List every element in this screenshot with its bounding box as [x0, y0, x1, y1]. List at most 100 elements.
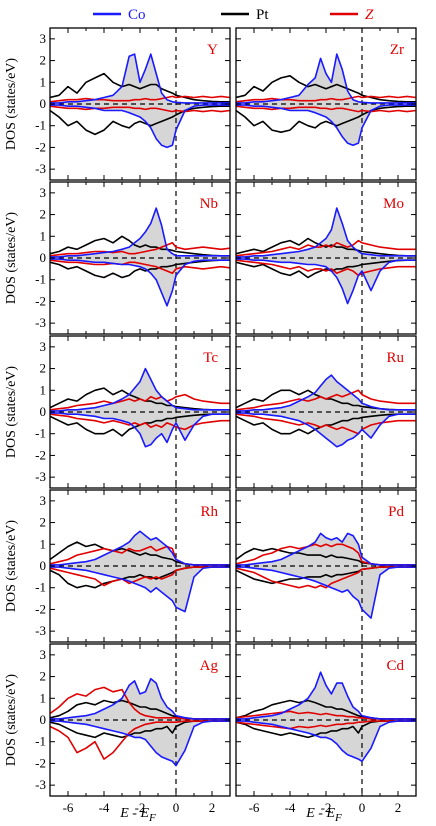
- co-down-line: [50, 566, 230, 613]
- z-down-line: [236, 105, 416, 113]
- co-shaded-area: [50, 208, 230, 306]
- legend-label-pt: Pt: [256, 7, 269, 23]
- y-axis-title: DOS (states/eV): [4, 58, 19, 150]
- x-tick-label: 0: [173, 800, 180, 815]
- co-shaded-area: [50, 368, 230, 447]
- y-tick-label: -3: [35, 623, 46, 638]
- y-tick-label: 1: [40, 228, 47, 243]
- co-shaded-area: [236, 533, 416, 619]
- plot-area: [50, 336, 230, 488]
- y-tick-label: -1: [35, 118, 46, 133]
- co-down-line: [50, 258, 230, 307]
- y-tick-label: -1: [35, 580, 46, 595]
- x-axis-title-main: E - E: [305, 806, 335, 821]
- y-tick-label: 0: [40, 96, 47, 111]
- panel-label: Pd: [388, 504, 404, 520]
- z-down-line: [236, 566, 416, 589]
- panel-pd: Pd: [235, 489, 417, 643]
- y-tick-label: 2: [40, 53, 47, 68]
- x-tick-label: 2: [209, 800, 216, 815]
- x-axis-title: E - EF: [305, 806, 342, 824]
- y-tick-label: -1: [35, 734, 46, 749]
- x-tick-label: -4: [285, 800, 296, 815]
- co-shaded-area: [50, 54, 230, 148]
- panel-label: Mo: [383, 196, 404, 212]
- z-down-line: [50, 566, 230, 587]
- y-axis-title: DOS (states/eV): [4, 674, 19, 766]
- co-down-line: [236, 720, 416, 763]
- y-tick-label: -2: [35, 447, 46, 462]
- z-down-line: [236, 720, 416, 730]
- legend-label-z: Z: [365, 7, 374, 23]
- pt-down-line: [50, 259, 230, 279]
- legend: Co Pt Z: [93, 7, 374, 23]
- co-up-line: [50, 677, 230, 720]
- y-tick-label: -3: [35, 777, 46, 792]
- co-down-line: [50, 104, 230, 149]
- pt-up-line: [236, 75, 416, 103]
- y-tick-label: -2: [35, 293, 46, 308]
- y-tick-label: 2: [40, 361, 47, 376]
- y-tick-label: 3: [40, 185, 47, 200]
- y-tick-label: -2: [35, 601, 46, 616]
- co-down-line: [236, 412, 416, 448]
- panel-label: Ru: [386, 350, 404, 366]
- z-up-line: [50, 393, 230, 411]
- x-tick-label: 2: [395, 800, 402, 815]
- y-tick-label: 3: [40, 31, 47, 46]
- y-axis-title: DOS (states/eV): [4, 366, 19, 458]
- panel-label: Zr: [390, 42, 404, 58]
- y-tick-label: -2: [35, 139, 46, 154]
- y-tick-label: -3: [35, 469, 46, 484]
- co-down-line: [236, 104, 416, 147]
- y-tick-label: 3: [40, 493, 47, 508]
- pt-down-line: [236, 105, 416, 133]
- x-tick-label: -6: [63, 800, 74, 815]
- pt-down-line: [236, 413, 416, 435]
- pt-up-line: [50, 235, 230, 257]
- x-tick-label: -2: [135, 800, 146, 815]
- co-down-line: [236, 258, 416, 305]
- y-axis-title: DOS (states/eV): [4, 212, 19, 304]
- y-tick-label: -3: [35, 315, 46, 330]
- z-up-line: [236, 389, 416, 411]
- pt-down-line: [50, 105, 230, 136]
- panel-label: Y: [207, 42, 218, 58]
- co-shaded-area: [50, 531, 230, 612]
- co-shaded-area: [50, 678, 230, 766]
- panel-nb: 3 2 1 0 -1 -2 -3 Nb DOS (states/eV): [4, 181, 231, 335]
- y-tick-label: 0: [40, 558, 47, 573]
- x-axis-title-main: E - E: [119, 806, 149, 821]
- y-tick-label: 0: [40, 404, 47, 419]
- z-down-line: [50, 720, 230, 760]
- y-tick-label: 1: [40, 690, 47, 705]
- x-axis-title-subscript: F: [334, 812, 342, 824]
- panel-zr: Zr: [235, 27, 417, 181]
- panel-rh: 3 2 1 0 -1 -2 -3 Rh DOS (states/eV): [4, 489, 231, 643]
- plot-area: [236, 336, 416, 488]
- y-tick-label: 0: [40, 250, 47, 265]
- panel-y: 3 2 1 0 -1 -2 -3 Y DOS (states/eV): [4, 27, 231, 181]
- y-tick-label: 1: [40, 536, 47, 551]
- plot-area: [236, 182, 416, 334]
- z-down-line: [236, 259, 416, 277]
- x-axis-title-subscript: F: [148, 812, 156, 824]
- panel-label: Nb: [200, 196, 218, 212]
- plot-area: [236, 490, 416, 642]
- co-down-line: [50, 412, 230, 448]
- plot-area: [50, 182, 230, 334]
- panel-mo: Mo: [235, 181, 417, 335]
- y-tick-label: -2: [35, 755, 46, 770]
- y-tick-label: -1: [35, 426, 46, 441]
- panel-label: Ag: [200, 658, 219, 674]
- z-down-line: [236, 413, 416, 435]
- co-up-line: [50, 207, 230, 258]
- panel-tc: 3 2 1 0 -1 -2 -3 Tc DOS (states/eV): [4, 335, 231, 489]
- y-tick-label: 1: [40, 74, 47, 89]
- co-up-line: [236, 207, 416, 258]
- plot-area: [50, 490, 230, 642]
- co-up-line: [236, 53, 416, 104]
- y-tick-label: -1: [35, 272, 46, 287]
- x-tick-label: -4: [99, 800, 110, 815]
